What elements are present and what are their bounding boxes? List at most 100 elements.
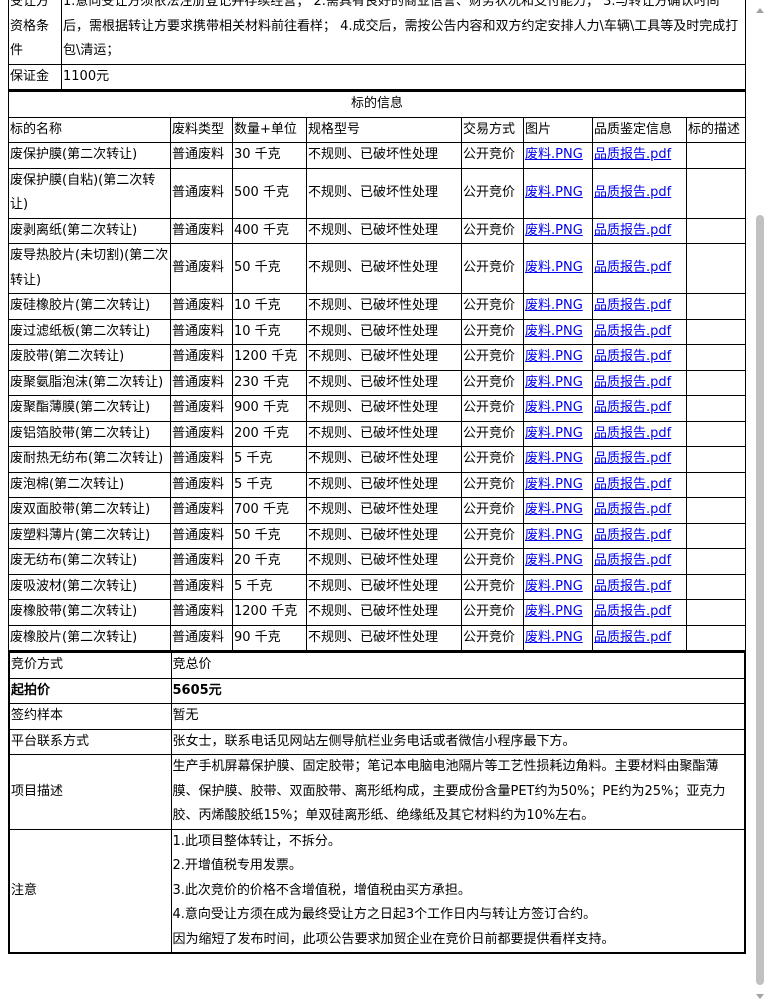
cell-image: 废料.PNG bbox=[523, 243, 593, 294]
quality-report-link[interactable]: 品质报告.pdf bbox=[594, 147, 672, 162]
image-link[interactable]: 废料.PNG bbox=[525, 374, 583, 390]
quality-report-link[interactable]: 品质报告.pdf bbox=[594, 374, 672, 390]
cell-qty: 50 千克 bbox=[232, 243, 307, 294]
cell-mode: 公开竞价 bbox=[461, 548, 524, 575]
table-row: 废硅橡胶片(第二次转让) 普通废料 10 千克 不规则、已破坏性处理 公开竞价 废料.PN… bbox=[8, 293, 746, 320]
quality-report-link[interactable]: 品质报告.pdf bbox=[594, 323, 672, 339]
cell-desc bbox=[686, 293, 746, 320]
cell-report: 品质报告.pdf bbox=[592, 167, 687, 219]
quality-report-link[interactable]: 品质报告.pdf bbox=[594, 527, 672, 543]
image-link[interactable]: 废料.PNG bbox=[525, 527, 583, 543]
scroll-down-arrow-icon[interactable] bbox=[756, 994, 764, 999]
quality-report-link[interactable]: 品质报告.pdf bbox=[594, 400, 672, 415]
cell-image: 废料.PNG bbox=[523, 395, 593, 422]
table-row: 废耐热无纺布(第二次转让) 普通废料 5 千克 不规则、已破坏性处理 公开竞价 废料.PN… bbox=[8, 446, 746, 473]
quality-report-link[interactable]: 品质报告.pdf bbox=[594, 451, 672, 466]
quality-report-link[interactable]: 品质报告.pdf bbox=[594, 184, 672, 200]
quality-report-link[interactable]: 品质报告.pdf bbox=[594, 604, 672, 619]
image-link[interactable]: 废料.PNG bbox=[525, 147, 583, 162]
start-price-row: 起拍价 5605元 bbox=[8, 677, 746, 704]
cell-spec: 不规则、已破坏性处理 bbox=[306, 167, 462, 219]
image-link[interactable]: 废料.PNG bbox=[525, 222, 583, 238]
image-link[interactable]: 废料.PNG bbox=[525, 476, 583, 492]
cell-mode: 公开竞价 bbox=[461, 599, 524, 626]
cell-report: 品质报告.pdf bbox=[592, 599, 687, 626]
cell-qty: 5 千克 bbox=[232, 573, 307, 600]
image-link[interactable]: 废料.PNG bbox=[525, 184, 583, 200]
cell-spec: 不规则、已破坏性处理 bbox=[306, 573, 462, 600]
table-row: 废剥离纸(第二次转让) 普通废料 400 千克 不规则、已破坏性处理 公开竞价 废料.PN… bbox=[8, 217, 746, 244]
table-row: 废胶带(第二次转让) 普通废料 1200 千克 不规则、已破坏性处理 公开竞价 废料.PN… bbox=[8, 344, 746, 371]
cell-desc bbox=[686, 446, 746, 473]
cell-qty: 10 千克 bbox=[232, 293, 307, 320]
image-link[interactable]: 废料.PNG bbox=[525, 502, 583, 517]
cell-image: 废料.PNG bbox=[523, 471, 593, 498]
cell-mode: 公开竞价 bbox=[461, 293, 524, 320]
cell-desc bbox=[686, 243, 746, 294]
image-link[interactable]: 废料.PNG bbox=[525, 349, 583, 364]
cell-mode: 公开竞价 bbox=[461, 420, 524, 447]
notice-line: 1.此项目整体转让，不拆分。 bbox=[172, 833, 341, 849]
scroll-up-arrow-icon[interactable] bbox=[756, 8, 764, 13]
quality-report-link[interactable]: 品质报告.pdf bbox=[594, 298, 672, 313]
table-row: 废聚氨脂泡沫(第二次转让) 普通废料 230 千克 不规则、已破坏性处理 公开竞价 废料.… bbox=[8, 369, 746, 396]
qualification-table: 受让方资格条件 1.意向受让方须依法注册登记并存续经营； 2.需具有良好的商业信… bbox=[8, 0, 746, 90]
cell-name: 废耐热无纺布(第二次转让) bbox=[8, 446, 171, 473]
table-row: 废泡棉(第二次转让) 普通废料 5 千克 不规则、已破坏性处理 公开竞价 废料.PNG 品质… bbox=[8, 471, 746, 498]
cell-spec: 不规则、已破坏性处理 bbox=[306, 243, 462, 294]
cell-name: 废导热胶片(未切割)(第二次转让) bbox=[8, 243, 171, 294]
image-link[interactable]: 废料.PNG bbox=[525, 578, 583, 594]
cell-spec: 不规则、已破坏性处理 bbox=[306, 318, 462, 345]
cell-type: 普通废料 bbox=[170, 471, 233, 498]
scrollbar-thumb[interactable] bbox=[756, 215, 764, 985]
cell-desc bbox=[686, 217, 746, 244]
quality-report-link[interactable]: 品质报告.pdf bbox=[594, 349, 672, 364]
column-header: 废料类型 bbox=[170, 116, 233, 143]
image-link[interactable]: 废料.PNG bbox=[525, 323, 583, 339]
vertical-scrollbar[interactable] bbox=[753, 0, 767, 1005]
cell-image: 废料.PNG bbox=[523, 522, 593, 549]
cell-type: 普通废料 bbox=[170, 369, 233, 396]
table-row: 废聚酯薄膜(第二次转让) 普通废料 900 千克 不规则、已破坏性处理 公开竞价 废料.P… bbox=[8, 395, 746, 422]
cell-image: 废料.PNG bbox=[523, 344, 593, 371]
quality-report-link[interactable]: 品质报告.pdf bbox=[594, 553, 672, 568]
quality-report-link[interactable]: 品质报告.pdf bbox=[594, 578, 672, 594]
items-table: 标的信息 标的名称 废料类型 数量+单位 规格型号 交易方式 图片 品质鉴定信息 标的描述 废… bbox=[8, 90, 746, 651]
cell-report: 品质报告.pdf bbox=[592, 497, 687, 524]
qualification-row: 受让方资格条件 1.意向受让方须依法注册登记并存续经营； 2.需具有良好的商业信… bbox=[8, 0, 746, 65]
items-header-row: 标的名称 废料类型 数量+单位 规格型号 交易方式 图片 品质鉴定信息 标的描述 bbox=[8, 116, 746, 143]
cell-report: 品质报告.pdf bbox=[592, 522, 687, 549]
image-link[interactable]: 废料.PNG bbox=[525, 451, 583, 466]
quality-report-link[interactable]: 品质报告.pdf bbox=[594, 260, 672, 276]
cell-type: 普通废料 bbox=[170, 142, 233, 169]
cell-spec: 不规则、已破坏性处理 bbox=[306, 497, 462, 524]
quality-report-link[interactable]: 品质报告.pdf bbox=[594, 425, 672, 441]
project-row: 项目描述 生产手机屏幕保护膜、固定胶带；笔记本电脑电池隔片等工艺性损耗边角料。主… bbox=[8, 754, 746, 830]
quality-report-link[interactable]: 品质报告.pdf bbox=[594, 629, 672, 645]
contact-value: 张女士，联系电话见网站左侧导航栏业务电话或者微信小程序最下方。 bbox=[170, 728, 746, 755]
image-link[interactable]: 废料.PNG bbox=[525, 553, 583, 568]
cell-qty: 90 千克 bbox=[232, 624, 307, 651]
quality-report-link[interactable]: 品质报告.pdf bbox=[594, 222, 672, 238]
notice-line: 2.开增值税专用发票。 bbox=[172, 858, 302, 873]
image-link[interactable]: 废料.PNG bbox=[525, 260, 583, 276]
quality-report-link[interactable]: 品质报告.pdf bbox=[594, 502, 672, 517]
cell-desc bbox=[686, 624, 746, 651]
table-row: 废吸波材(第二次转让) 普通废料 5 千克 不规则、已破坏性处理 公开竞价 废料.PNG 品… bbox=[8, 573, 746, 600]
cell-spec: 不规则、已破坏性处理 bbox=[306, 395, 462, 422]
cell-report: 品质报告.pdf bbox=[592, 548, 687, 575]
image-link[interactable]: 废料.PNG bbox=[525, 629, 583, 645]
cell-spec: 不规则、已破坏性处理 bbox=[306, 446, 462, 473]
cell-qty: 10 千克 bbox=[232, 318, 307, 345]
cell-report: 品质报告.pdf bbox=[592, 142, 687, 169]
quality-report-link[interactable]: 品质报告.pdf bbox=[594, 476, 672, 492]
image-link[interactable]: 废料.PNG bbox=[525, 400, 583, 415]
notice-label: 注意 bbox=[8, 828, 172, 954]
cell-report: 品质报告.pdf bbox=[592, 395, 687, 422]
cell-mode: 公开竞价 bbox=[461, 471, 524, 498]
image-link[interactable]: 废料.PNG bbox=[525, 604, 583, 619]
cell-name: 废硅橡胶片(第二次转让) bbox=[8, 293, 171, 320]
image-link[interactable]: 废料.PNG bbox=[525, 425, 583, 441]
image-link[interactable]: 废料.PNG bbox=[525, 298, 583, 313]
cell-type: 普通废料 bbox=[170, 573, 233, 600]
